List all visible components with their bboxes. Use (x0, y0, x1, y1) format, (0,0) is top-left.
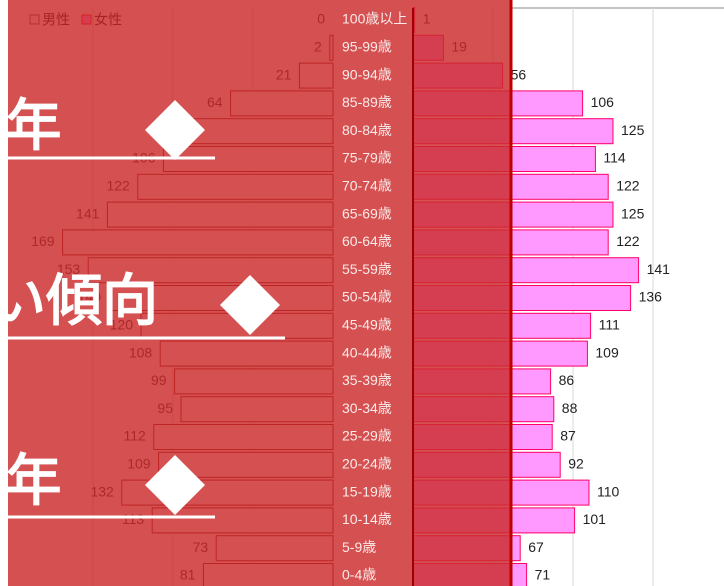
overlay-text: /年 (0, 449, 62, 512)
female-value-label: 92 (568, 456, 584, 472)
category-label: 65-69歳 (342, 205, 392, 221)
diamond (220, 275, 280, 335)
diamond (145, 455, 205, 515)
category-label: 5-9歳 (342, 539, 376, 555)
category-label: 85-89歳 (342, 94, 392, 110)
category-label: 25-29歳 (342, 428, 392, 444)
female-value-label: 56 (511, 66, 527, 82)
female-value-label: 122 (616, 233, 640, 249)
category-label: 40-44歳 (342, 344, 392, 360)
diamond (145, 100, 205, 160)
category-label: 60-64歳 (342, 233, 392, 249)
category-label: 45-49歳 (342, 317, 392, 333)
category-label: 50-54歳 (342, 289, 392, 305)
female-value-label: 141 (647, 261, 671, 277)
category-label: 20-24歳 (342, 456, 392, 472)
category-label: 90-94歳 (342, 66, 392, 82)
category-label: 80-84歳 (342, 122, 392, 138)
female-value-label: 71 (535, 567, 551, 583)
category-label: 35-39歳 (342, 372, 392, 388)
female-value-label: 101 (583, 511, 607, 527)
category-label: 10-14歳 (342, 511, 392, 527)
female-value-label: 110 (597, 483, 620, 499)
female-value-label: 136 (639, 289, 663, 305)
category-label: 15-19歳 (342, 483, 392, 499)
overlay-text: い傾向 (0, 269, 158, 332)
overlay-content: 100歳以上 95-99歳 90-94歳 85-89歳 80-84歳 75-79歳 70-7… (0, 8, 414, 586)
female-value-label: 88 (562, 400, 578, 416)
overlay-text: /年 (0, 94, 62, 157)
female-value-label: 109 (595, 344, 619, 360)
female-value-label: 106 (591, 94, 615, 110)
category-label: 0-4歳 (342, 567, 376, 583)
female-value-label: 125 (621, 122, 645, 138)
category-label: 75-79歳 (342, 150, 392, 166)
female-value-label: 67 (528, 539, 544, 555)
female-value-label: 86 (559, 372, 575, 388)
female-value-label: 125 (621, 205, 645, 221)
category-label: 95-99歳 (342, 39, 392, 55)
female-value-label: 111 (599, 317, 620, 333)
category-label: 70-74歳 (342, 178, 392, 194)
female-value-label: 114 (603, 150, 626, 166)
category-label: 30-34歳 (342, 400, 392, 416)
female-value-label: 87 (560, 428, 576, 444)
female-value-label: 122 (616, 178, 640, 194)
category-label: 55-59歳 (342, 261, 392, 277)
category-label: 100歳以上 (342, 11, 407, 27)
